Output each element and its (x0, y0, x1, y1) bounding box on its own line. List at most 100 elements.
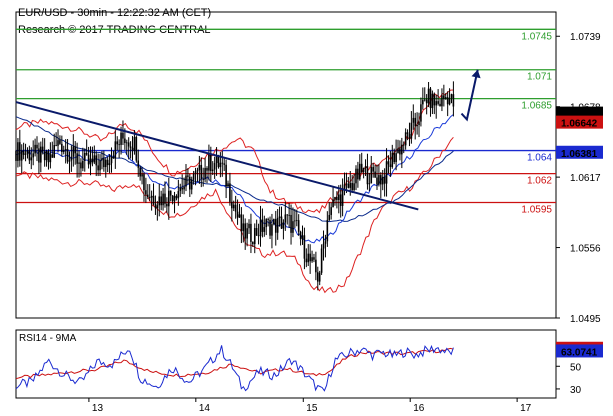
candle-body (259, 219, 262, 237)
candle-body (76, 153, 78, 164)
candle-body (437, 101, 439, 104)
candle-body (93, 155, 96, 163)
candle-body (217, 155, 220, 168)
candle-body (420, 104, 422, 122)
candle-body (124, 138, 126, 143)
candle-body (211, 169, 214, 171)
candle-body (135, 136, 138, 161)
candle-body (183, 186, 185, 190)
candle-body (114, 141, 117, 159)
candle-body (425, 99, 428, 104)
candle-body (168, 190, 170, 207)
candle-body (22, 150, 25, 155)
candle-body (359, 163, 361, 180)
candle-body (418, 121, 420, 126)
candle-body (381, 176, 384, 185)
chart-title: EUR/USD - 30min - 12:22:32 AM (CET) (18, 7, 212, 19)
candle-body (116, 141, 119, 145)
candle-body (47, 151, 50, 163)
candle-body (309, 253, 311, 262)
candle-body (412, 117, 415, 123)
candle-body (376, 177, 378, 185)
candle-body (360, 163, 363, 173)
candle-body (145, 190, 147, 195)
candle-body (143, 174, 145, 191)
candle-body (78, 162, 80, 164)
candle-body (192, 173, 195, 180)
price-badge-label: 1.06642 (561, 119, 598, 130)
candle-body (423, 99, 426, 101)
candle-body (393, 152, 395, 163)
candle-body (250, 223, 252, 242)
candle-body (148, 197, 151, 198)
bollinger-upper-line (15, 89, 454, 214)
moving-average-slow-line (15, 116, 454, 223)
candle-body (316, 272, 319, 282)
candle-body (51, 154, 54, 158)
candle-body (443, 95, 445, 100)
rsi-pane-frame (15, 329, 557, 399)
candle-body (303, 235, 306, 259)
candle-body (282, 222, 285, 229)
candle-body (307, 253, 310, 263)
candle-body (404, 132, 407, 146)
candle-body (389, 164, 392, 168)
candle-body (240, 214, 243, 232)
candle-body (322, 243, 325, 249)
projection-arrow (460, 69, 479, 122)
candle-body (391, 152, 394, 168)
candle-body (160, 196, 162, 206)
candle-body (284, 214, 287, 223)
candle-body (122, 132, 124, 139)
candle-body (274, 219, 277, 233)
candle-body (85, 152, 88, 155)
level-label: 1.062 (527, 176, 552, 187)
candle-body (158, 196, 161, 206)
x-axis-tick-label: 13 (92, 403, 104, 414)
candle-body (242, 223, 245, 232)
candle-body (125, 142, 128, 144)
candle-body (318, 272, 321, 282)
candle-body (34, 144, 36, 154)
candle-body (156, 205, 159, 209)
candle-body (72, 146, 75, 157)
y-axis-tick-label: 1.0556 (570, 244, 601, 255)
candle-body (244, 223, 247, 239)
candle-body (429, 88, 432, 109)
candle-body (332, 199, 334, 208)
candle-body (252, 241, 254, 245)
candle-body (433, 93, 436, 106)
rsi-title: RSI14 - 9MA (19, 333, 77, 344)
candle-body (61, 143, 63, 153)
candle-body (80, 162, 82, 169)
candle-body (200, 164, 203, 180)
candle-body (104, 159, 107, 168)
candle-body (313, 257, 315, 260)
candle-body (257, 235, 260, 237)
candle-body (387, 161, 390, 165)
candle-body (36, 144, 38, 149)
candle-body (43, 151, 46, 161)
rsi-axis-tick-label: 50 (570, 362, 582, 373)
candle-body (206, 167, 208, 171)
rsi-line (15, 344, 454, 392)
candle-body (70, 156, 73, 161)
x-axis-tick-label: 14 (199, 403, 211, 414)
candle-body (231, 201, 233, 209)
candle-body (210, 154, 212, 171)
candle-body (20, 150, 23, 161)
rsi-ma-line (15, 347, 454, 380)
candle-body (173, 195, 176, 202)
candle-body (397, 148, 399, 154)
candle-body (97, 165, 99, 171)
candle-body (225, 164, 227, 187)
candle-body (179, 187, 182, 192)
candle-body (414, 117, 416, 127)
level-label: 1.071 (527, 72, 552, 83)
candle-body (255, 228, 258, 236)
candle-body (337, 194, 340, 201)
candle-body (196, 170, 199, 172)
candle-body (68, 160, 71, 162)
projection-arrowhead (471, 69, 481, 79)
